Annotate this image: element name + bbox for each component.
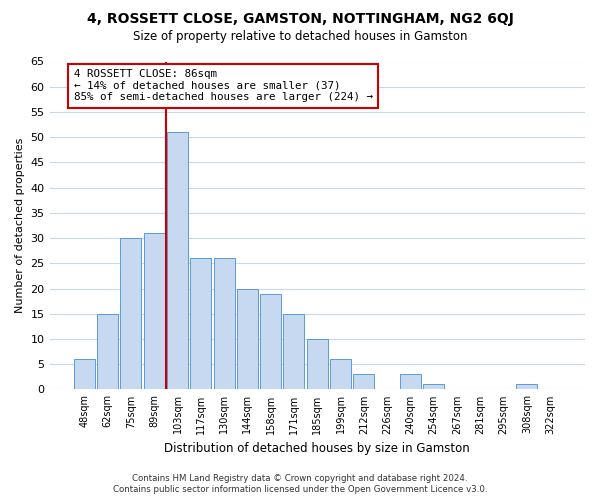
Bar (237, 288, 258, 390)
Bar (167, 132, 188, 390)
Bar (330, 359, 351, 390)
X-axis label: Distribution of detached houses by size in Gamston: Distribution of detached houses by size … (164, 442, 470, 455)
Bar (144, 233, 165, 390)
Bar (190, 258, 211, 390)
Text: Size of property relative to detached houses in Gamston: Size of property relative to detached ho… (133, 30, 467, 43)
Y-axis label: Number of detached properties: Number of detached properties (15, 138, 25, 313)
Text: 4 ROSSETT CLOSE: 86sqm
← 14% of detached houses are smaller (37)
85% of semi-det: 4 ROSSETT CLOSE: 86sqm ← 14% of detached… (74, 69, 373, 102)
Text: 4, ROSSETT CLOSE, GAMSTON, NOTTINGHAM, NG2 6QJ: 4, ROSSETT CLOSE, GAMSTON, NOTTINGHAM, N… (86, 12, 514, 26)
Bar (260, 294, 281, 390)
Bar (517, 384, 538, 390)
Bar (214, 258, 235, 390)
Bar (121, 238, 142, 390)
Bar (283, 314, 304, 390)
Bar (307, 339, 328, 390)
Bar (353, 374, 374, 390)
Bar (400, 374, 421, 390)
Bar (74, 359, 95, 390)
Bar (423, 384, 444, 390)
Bar (97, 314, 118, 390)
Text: Contains HM Land Registry data © Crown copyright and database right 2024.
Contai: Contains HM Land Registry data © Crown c… (113, 474, 487, 494)
